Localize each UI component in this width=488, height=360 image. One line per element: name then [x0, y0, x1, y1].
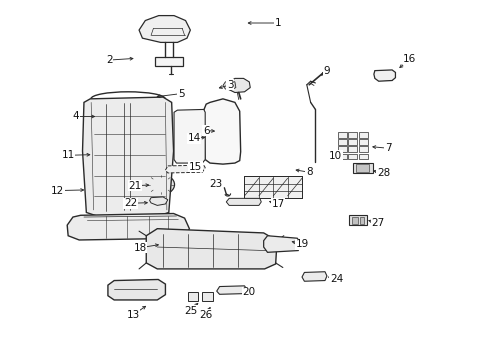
Bar: [358, 132, 367, 138]
Bar: [337, 139, 346, 145]
Polygon shape: [165, 165, 205, 173]
Bar: [187, 292, 198, 301]
Ellipse shape: [153, 179, 168, 190]
Bar: [244, 176, 302, 198]
Bar: [155, 57, 183, 66]
Text: 9: 9: [323, 66, 329, 76]
Bar: [337, 153, 346, 159]
Ellipse shape: [146, 174, 174, 195]
Polygon shape: [302, 272, 326, 281]
Bar: [348, 215, 366, 225]
Polygon shape: [108, 279, 165, 300]
Bar: [351, 217, 357, 224]
Polygon shape: [146, 229, 277, 269]
Polygon shape: [149, 197, 167, 206]
Polygon shape: [67, 213, 189, 240]
Text: 17: 17: [271, 199, 284, 209]
Polygon shape: [223, 81, 235, 90]
Text: 14: 14: [187, 133, 201, 143]
Text: 15: 15: [188, 162, 202, 172]
Text: 28: 28: [376, 168, 389, 178]
Text: 16: 16: [403, 54, 416, 64]
Text: 20: 20: [242, 287, 255, 297]
Bar: [348, 153, 356, 159]
Text: 1: 1: [274, 18, 281, 28]
Text: 12: 12: [51, 186, 64, 195]
Text: 3: 3: [226, 80, 233, 90]
Polygon shape: [216, 286, 246, 294]
Text: 21: 21: [128, 181, 142, 191]
Text: 10: 10: [328, 151, 342, 161]
Text: 8: 8: [305, 167, 312, 177]
Polygon shape: [139, 15, 190, 42]
Text: 22: 22: [123, 198, 137, 208]
Bar: [358, 139, 367, 145]
Bar: [348, 139, 356, 145]
Bar: [358, 153, 367, 159]
Text: 19: 19: [295, 239, 308, 249]
Bar: [202, 292, 212, 301]
Bar: [138, 291, 152, 298]
Text: 18: 18: [133, 243, 146, 253]
Bar: [337, 132, 346, 138]
Text: 7: 7: [384, 143, 391, 153]
Text: 26: 26: [199, 310, 212, 320]
Bar: [358, 147, 367, 152]
Polygon shape: [227, 78, 250, 93]
Polygon shape: [82, 97, 173, 216]
Polygon shape: [373, 70, 395, 81]
Bar: [352, 163, 372, 173]
Polygon shape: [174, 109, 205, 163]
Text: 27: 27: [370, 218, 384, 228]
Bar: [355, 165, 368, 171]
Bar: [348, 132, 356, 138]
Bar: [337, 147, 346, 152]
Text: 6: 6: [203, 126, 209, 136]
Text: 13: 13: [126, 310, 140, 320]
Polygon shape: [203, 99, 240, 164]
Bar: [359, 217, 364, 224]
Text: 25: 25: [184, 306, 197, 315]
Bar: [348, 147, 356, 152]
Text: 5: 5: [178, 89, 184, 99]
Text: 11: 11: [61, 150, 75, 160]
Bar: [377, 72, 391, 80]
Bar: [117, 291, 132, 298]
Polygon shape: [226, 198, 261, 206]
Text: 24: 24: [329, 274, 343, 284]
Text: 2: 2: [106, 55, 112, 65]
Text: 23: 23: [209, 179, 222, 189]
Polygon shape: [263, 236, 301, 252]
Text: 4: 4: [72, 112, 79, 121]
